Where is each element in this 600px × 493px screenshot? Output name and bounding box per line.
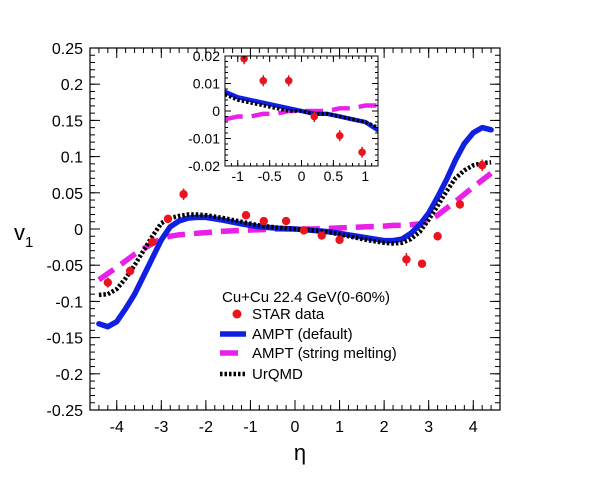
legend: Cu+Cu 22.4 GeV(0-60%) STAR data AMPT (def… [220,289,397,383]
inset-plot: -1 -0.5 0 0.5 1 -0.02 -0.01 0 0.01 0.02 [188,48,379,184]
main-x-tick-label: -4 [110,419,124,436]
main-star-data-point [125,266,135,276]
inset-x-tick-label: -1 [232,168,245,184]
main-star-data-point [455,200,465,209]
main-star-data-point [259,216,269,226]
legend-star-data-marker [232,309,242,319]
main-star-data-point [335,235,344,245]
inset-y-tick-label: -0.01 [188,131,220,147]
legend-ampt-default-label: AMPT (default) [252,326,353,343]
inset-star-data-point [358,148,366,157]
inset-y-tick-label: -0.02 [188,158,220,174]
main-plot: -4 -3 -2 -1 0 1 2 3 4 -0.25 -0.2 -0.15 -0.1 -0.05 0 0.0… [14,41,501,465]
legend-urqmd-label: UrQMD [252,366,303,383]
main-y-tick-label: -0.25 [47,403,84,420]
main-y-tick-label: 0.2 [61,77,83,94]
main-axis-ticks: -4 -3 -2 -1 0 1 2 3 4 -0.25 -0.2 -0.15 -0.1 -0.05 0 0.0… [47,41,501,436]
inset-star-data-point [335,131,344,140]
inset-x-tick-label: 0 [298,168,306,184]
legend-star-data-label: STAR data [252,306,325,323]
main-y-tick-label: 0.25 [52,41,83,58]
main-x-tick-label: 3 [424,419,433,436]
inset-star-data-point [310,112,319,121]
main-y-tick-label: -0.15 [47,331,84,348]
inset-x-tick-label: 0.5 [324,168,344,184]
main-y-tick-label: -0.05 [47,258,84,275]
main-star-data-point [417,259,427,268]
y-axis-title-subscript: 1 [25,234,33,251]
inset-star-data-point [240,56,248,63]
main-x-tick-label: -1 [243,419,257,436]
main-star-data-point [179,190,188,199]
main-x-tick-label: 4 [469,419,478,436]
inset-x-tick-label: -0.5 [258,168,282,184]
inset-star-data-point [284,76,293,85]
main-star-data-point [317,231,326,240]
inset-x-tick-label: 1 [361,168,369,184]
main-star-data-point [402,255,411,264]
main-y-tick-label: 0.1 [61,150,83,167]
legend-ampt-string-melting-label: AMPT (string melting) [252,345,397,362]
main-star-data-point [299,226,309,235]
main-y-tick-label: -0.1 [55,294,83,311]
inset-y-tick-label: 0.02 [193,48,220,64]
main-x-tick-label: -2 [199,419,213,436]
legend-entries: STAR data AMPT (default) AMPT (string melt… [220,306,397,383]
inset-axis-ticks: -1 -0.5 0 0.5 1 -0.02 -0.01 0 0.01 0.02 [188,48,379,184]
inset-star-data-point [259,76,268,85]
main-y-tick-label: 0 [74,222,83,239]
main-x-tick-label: 2 [380,419,389,436]
main-star-data-point [241,211,251,220]
main-x-tick-label: 1 [335,419,344,436]
main-y-tick-label: 0.15 [52,113,83,130]
main-star-data-point [477,161,487,170]
y-axis-title: v1 [14,220,33,251]
x-axis-title: η [294,440,306,465]
inset-y-tick-label: 0.01 [193,76,220,92]
main-x-tick-label: -3 [154,419,168,436]
main-y-tick-label: -0.2 [55,367,83,384]
inset-urqmd-line [225,92,378,130]
main-star-data-point [433,232,442,241]
legend-header: Cu+Cu 22.4 GeV(0-60%) [222,289,390,306]
main-series-layer [96,124,494,330]
main-y-tick-label: 0.05 [52,186,83,203]
main-star-data-point [163,214,173,224]
main-star-data-point [148,237,157,247]
y-axis-title-main: v [14,220,25,245]
main-star-data-point [281,216,291,226]
inset-y-tick-label: 0 [212,103,220,119]
main-x-tick-label: 0 [291,419,300,436]
main-star-data-point [103,278,113,287]
main-series-group [96,124,494,330]
